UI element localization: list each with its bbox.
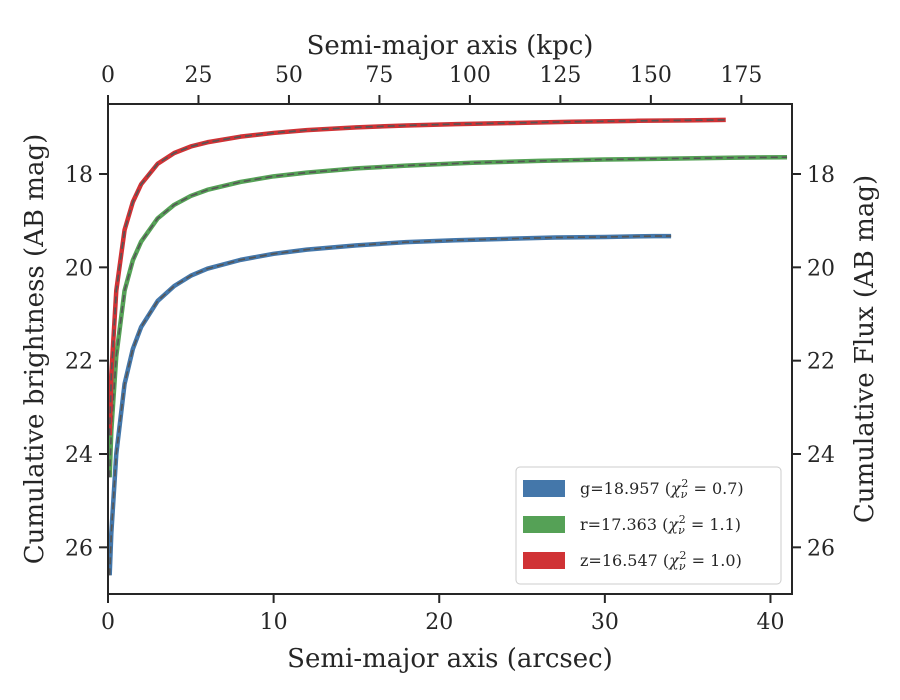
series-model-z (108, 119, 726, 436)
right-y-tick-label: 18 (807, 163, 835, 188)
legend-label-g: g=18.957 (χν2 = 0.7) (580, 477, 744, 501)
legend-label-z: z=16.547 (χν2 = 1.0) (580, 549, 742, 573)
x-axis-label-top: Semi-major axis (kpc) (307, 31, 594, 61)
right-y-axis: 18 20 22 24 26 (792, 163, 835, 561)
plot-frame (107, 103, 793, 595)
legend-box (515, 466, 782, 585)
y-tick-label: 18 (65, 163, 93, 188)
series-layer (108, 117, 788, 576)
top-x-tick-label: 50 (275, 63, 303, 88)
right-y-tick-label: 24 (807, 443, 835, 468)
right-y-tick-label: 22 (807, 350, 835, 375)
x-tick-label: 20 (425, 610, 453, 635)
series-model-r (108, 156, 788, 478)
top-x-tick-label: 0 (101, 63, 115, 88)
series-line-r (108, 154, 788, 478)
legend-swatch-r (523, 516, 565, 533)
top-x-tick-label: 125 (539, 63, 581, 88)
y-tick-label: 22 (65, 350, 93, 375)
x-axis-label-bottom: Semi-major axis (arcsec) (287, 644, 613, 674)
left-y-axis: 18 20 22 24 26 (65, 163, 108, 561)
y-axis-label-right: Cumulative Flux (AB mag) (850, 175, 880, 523)
y-tick-label: 20 (65, 256, 93, 281)
legend-label-r: r=17.363 (χν2 = 1.1) (580, 513, 741, 537)
top-x-tick-label: 25 (184, 63, 212, 88)
top-x-tick-label: 100 (449, 63, 491, 88)
top-x-tick-label: 175 (720, 63, 762, 88)
legend-swatch-g (523, 480, 565, 497)
series-model-g (108, 235, 672, 576)
top-x-axis: 0 25 50 75 100 125 150 175 (101, 63, 762, 104)
y-tick-label: 24 (65, 443, 93, 468)
top-x-tick-label: 150 (630, 63, 672, 88)
y-tick-label: 26 (65, 536, 93, 561)
legend-swatch-z (523, 552, 565, 569)
x-tick-label: 30 (591, 610, 619, 635)
x-tick-label: 40 (756, 610, 784, 635)
bottom-x-axis: 0 10 20 30 40 (101, 594, 784, 635)
legend: g=18.957 (χν2 = 0.7) r=17.363 (χν2 = 1.1)… (515, 466, 782, 585)
x-tick-label: 10 (260, 610, 288, 635)
top-x-tick-label: 75 (365, 63, 393, 88)
right-y-tick-label: 26 (807, 536, 835, 561)
x-tick-label: 0 (101, 610, 115, 635)
right-y-tick-label: 20 (807, 256, 835, 281)
y-axis-label-left: Cumulative brightness (AB mag) (20, 134, 50, 565)
